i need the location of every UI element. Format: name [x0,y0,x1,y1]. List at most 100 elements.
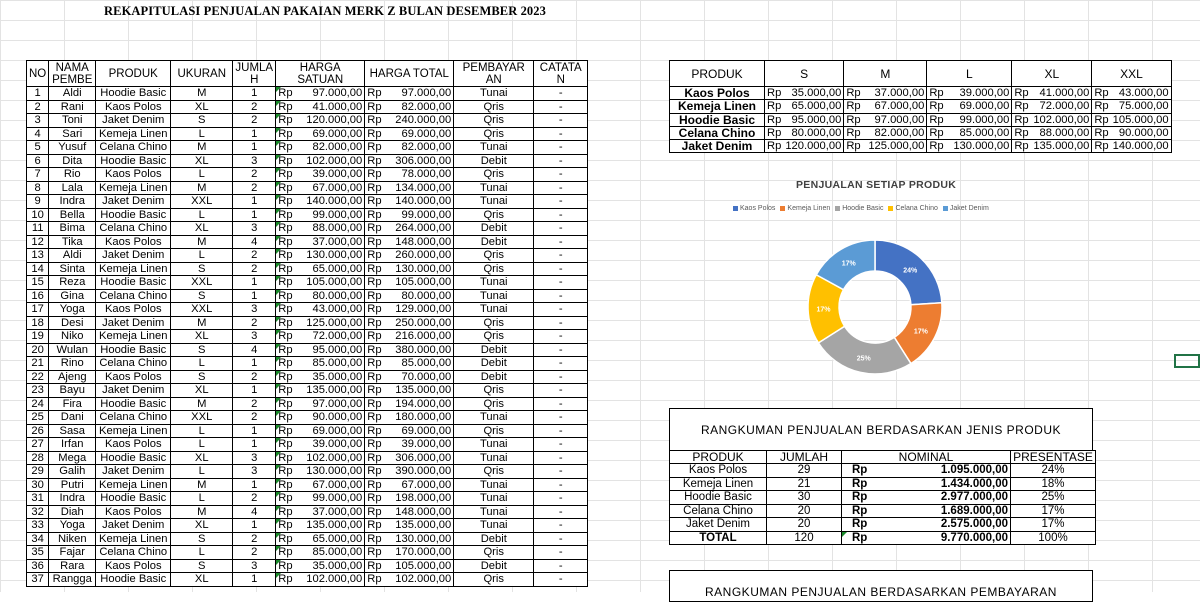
price-cell-currency[interactable]: Rp [843,99,864,114]
cell-currency[interactable]: Rp [364,99,386,114]
cell-jumlah[interactable]: 2 [232,396,277,411]
cell-currency[interactable]: Rp [275,153,297,168]
cell-ukuran[interactable]: M [170,477,234,492]
cell-jumlah[interactable]: 3 [232,153,277,168]
cell-harga-satuan[interactable]: 69.000,00 [296,126,366,141]
cell-produk[interactable]: Jaket Denim [95,248,172,263]
cell-ukuran[interactable]: XL [170,450,234,465]
cell-nama[interactable]: Lala [48,180,97,195]
cell-currency[interactable]: Rp [275,315,297,330]
summary-cell-nominal[interactable]: 1.434.000,00 [886,476,1011,491]
price-cell-value[interactable]: 85.000,00 [946,125,1013,141]
cell-no[interactable]: 14 [25,261,50,276]
cell-catatan[interactable]: - [533,315,589,330]
cell-harga-satuan[interactable]: 102.000,00 [296,450,366,465]
cell-harga-satuan[interactable]: 72.000,00 [296,329,366,344]
cell-ukuran[interactable]: XL [170,221,234,236]
price-cell-value[interactable]: 130.000,00 [946,139,1013,154]
cell-ukuran[interactable]: S [170,369,234,384]
cell-harga-satuan[interactable]: 135.000,00 [296,518,366,533]
price-cell-currency[interactable]: Rp [926,125,947,141]
summary-cell-produk[interactable]: Celana Chino [669,503,767,518]
summary-header-nominal[interactable]: NOMINAL [841,450,1011,464]
cell-currency[interactable]: Rp [275,248,297,263]
cell-ukuran[interactable]: XL [170,329,234,344]
price-cell-value[interactable]: 39.000,00 [946,85,1013,101]
cell-pembayaran[interactable]: Tunai [453,288,535,303]
cell-catatan[interactable]: - [533,194,589,209]
cell-catatan[interactable]: - [533,518,589,533]
cell-catatan[interactable]: - [533,531,589,546]
price-cell-value[interactable]: 140.000,00 [1110,139,1172,154]
cell-jumlah[interactable]: 2 [232,167,277,182]
header-harga-satuan[interactable]: HARGA SATUAN [275,60,366,87]
cell-harga-satuan[interactable]: 88.000,00 [296,221,366,236]
cell-harga-satuan[interactable]: 102.000,00 [296,153,366,168]
cell-no[interactable]: 23 [25,383,50,398]
cell-no[interactable]: 11 [25,221,50,236]
cell-jumlah[interactable]: 1 [232,288,277,303]
cell-produk[interactable]: Kaos Polos [95,504,172,519]
cell-produk[interactable]: Hoodie Basic [95,491,172,506]
cell-nama[interactable]: Rani [48,99,97,114]
cell-no[interactable]: 29 [25,464,50,479]
price-cell-value[interactable]: 67.000,00 [863,99,928,114]
cell-currency[interactable]: Rp [364,86,386,101]
cell-ukuran[interactable]: M [170,180,234,195]
cell-harga-total[interactable]: 82.000,00 [385,140,455,155]
cell-currency[interactable]: Rp [364,545,386,560]
cell-produk[interactable]: Kemeja Linen [95,477,172,492]
cell-ukuran[interactable]: L [170,545,234,560]
cell-catatan[interactable]: - [533,356,589,371]
cell-nama[interactable]: Bayu [48,383,97,398]
cell-currency[interactable]: Rp [364,423,386,438]
cell-jumlah[interactable]: 2 [232,369,277,384]
cell-ukuran[interactable]: XXL [170,410,234,425]
cell-jumlah[interactable]: 1 [232,423,277,438]
cell-no[interactable]: 28 [25,450,50,465]
header-jumlah[interactable]: JUMLA H [232,60,277,87]
cell-harga-satuan[interactable]: 125.000,00 [296,315,366,330]
cell-harga-total[interactable]: 69.000,00 [385,423,455,438]
cell-no[interactable]: 10 [25,207,50,222]
price-cell-produk[interactable]: Kemeja Linen [669,99,765,114]
summary-cell-currency[interactable]: Rp [841,517,886,532]
cell-pembayaran[interactable]: Tunai [453,450,535,465]
cell-currency[interactable]: Rp [364,261,386,276]
price-cell-currency[interactable]: Rp [926,85,947,101]
cell-catatan[interactable]: - [533,558,589,573]
cell-nama[interactable]: Wulan [48,342,97,357]
cell-catatan[interactable]: - [533,410,589,425]
cell-harga-satuan[interactable]: 95.000,00 [296,342,366,357]
cell-ukuran[interactable]: XL [170,518,234,533]
cell-catatan[interactable]: - [533,234,589,249]
price-cell-currency[interactable]: Rp [1011,139,1031,154]
summary-cell-jumlah[interactable]: 29 [766,463,842,478]
cell-no[interactable]: 27 [25,437,50,452]
summary-cell-currency[interactable]: Rp [841,463,886,478]
summary-cell-currency[interactable]: Rp [841,503,886,518]
price-cell-currency[interactable]: Rp [1091,112,1111,127]
donut-chart[interactable]: 24% 17% 25% 17% 17% [800,232,950,382]
cell-currency[interactable]: Rp [275,342,297,357]
header-produk[interactable]: PRODUK [95,60,172,87]
cell-ukuran[interactable]: XL [170,153,234,168]
cell-no[interactable]: 37 [25,572,50,587]
cell-currency[interactable]: Rp [364,221,386,236]
cell-pembayaran[interactable]: Qris [453,126,535,141]
cell-nama[interactable]: Toni [48,113,97,128]
cell-currency[interactable]: Rp [364,558,386,573]
summary-cell-currency[interactable]: Rp [841,476,886,491]
cell-harga-satuan[interactable]: 67.000,00 [296,477,366,492]
cell-pembayaran[interactable]: Qris [453,113,535,128]
price-cell-currency[interactable]: Rp [1011,125,1031,141]
price-cell-value[interactable]: 125.000,00 [863,139,928,154]
cell-currency[interactable]: Rp [364,194,386,209]
cell-produk[interactable]: Hoodie Basic [95,342,172,357]
cell-jumlah[interactable]: 1 [232,572,277,587]
cell-produk[interactable]: Celana Chino [95,221,172,236]
cell-ukuran[interactable]: M [170,504,234,519]
cell-produk[interactable]: Celana Chino [95,356,172,371]
cell-harga-satuan[interactable]: 82.000,00 [296,140,366,155]
cell-currency[interactable]: Rp [275,140,297,155]
